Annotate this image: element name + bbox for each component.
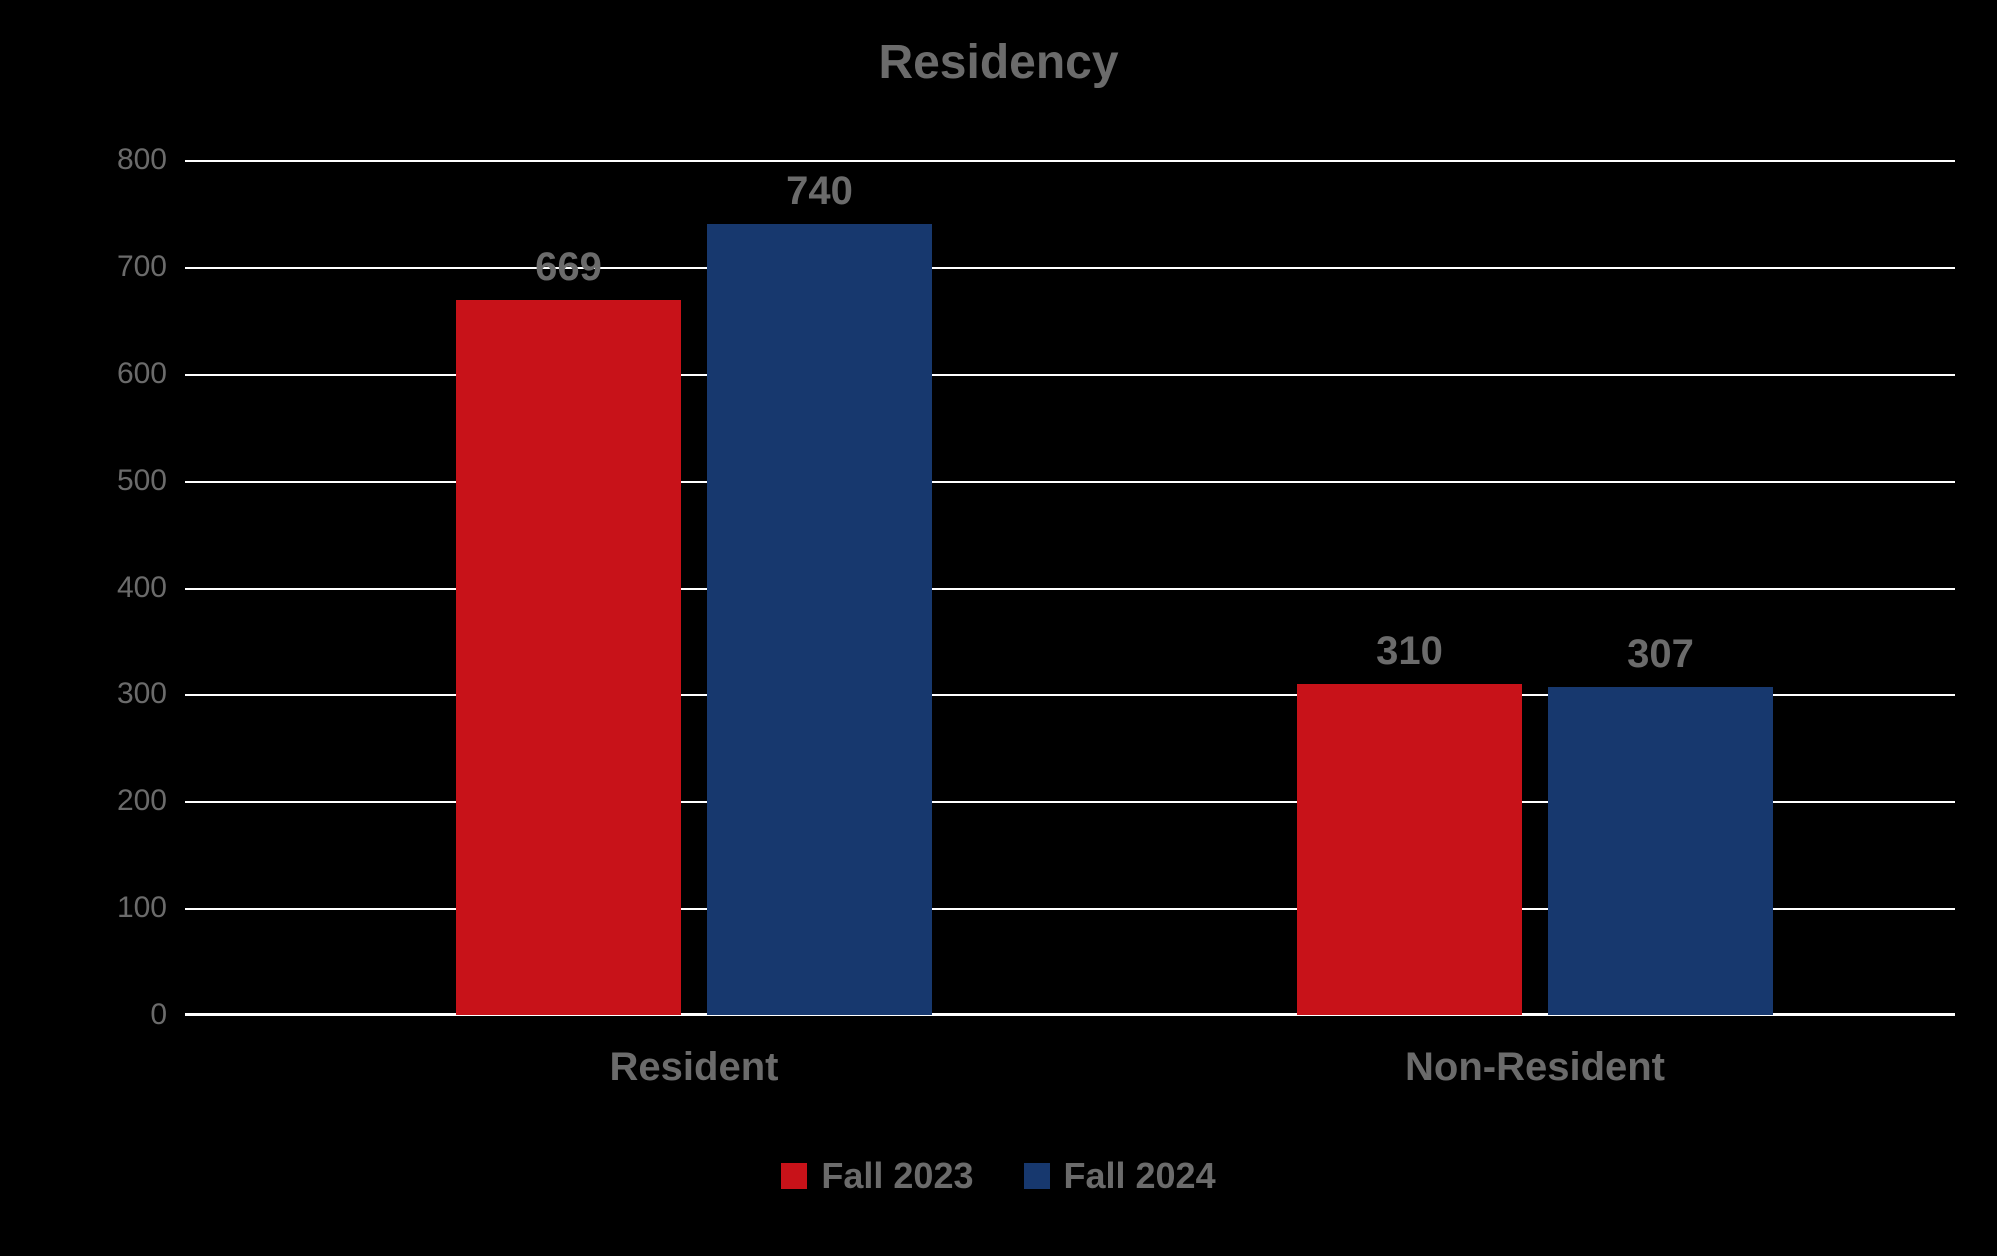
y-tick-label: 0 (150, 998, 185, 1032)
bar (1548, 687, 1773, 1015)
legend: Fall 2023 Fall 2024 (0, 1155, 1997, 1197)
legend-swatch (781, 1163, 807, 1189)
plot-area: 0100200300400500600700800669740310307 (185, 160, 1955, 1015)
legend-item: Fall 2024 (1024, 1155, 1216, 1197)
bar-value-label: 310 (1376, 629, 1443, 674)
bar (456, 300, 681, 1015)
bar-value-label: 669 (535, 245, 602, 290)
legend-item: Fall 2023 (781, 1155, 973, 1197)
residency-bar-chart: Residency 0 100 200 300 400 500 600 700 800 669 74… (0, 0, 1997, 1256)
bar-value-label: 740 (786, 169, 853, 214)
y-tick-label: 500 (117, 464, 185, 498)
y-tick-label: 100 (117, 891, 185, 925)
chart-title: Residency (0, 35, 1997, 90)
y-tick-label: 300 (117, 677, 185, 711)
y-tick-label: 700 (117, 250, 185, 284)
gridline (185, 374, 1955, 376)
category-label: Resident (610, 1045, 779, 1090)
bar-value-label: 307 (1627, 632, 1694, 677)
legend-label: Fall 2023 (821, 1155, 973, 1197)
gridline (185, 588, 1955, 590)
y-tick-label: 200 (117, 784, 185, 818)
category-label: Non-Resident (1405, 1045, 1665, 1090)
y-tick-label: 800 (117, 143, 185, 177)
y-tick-label: 400 (117, 571, 185, 605)
legend-label: Fall 2024 (1064, 1155, 1216, 1197)
legend-swatch (1024, 1163, 1050, 1189)
y-tick-label: 600 (117, 357, 185, 391)
gridline (185, 267, 1955, 269)
gridline (185, 160, 1955, 162)
bar (707, 224, 932, 1015)
bar (1297, 684, 1522, 1015)
gridline (185, 481, 1955, 483)
